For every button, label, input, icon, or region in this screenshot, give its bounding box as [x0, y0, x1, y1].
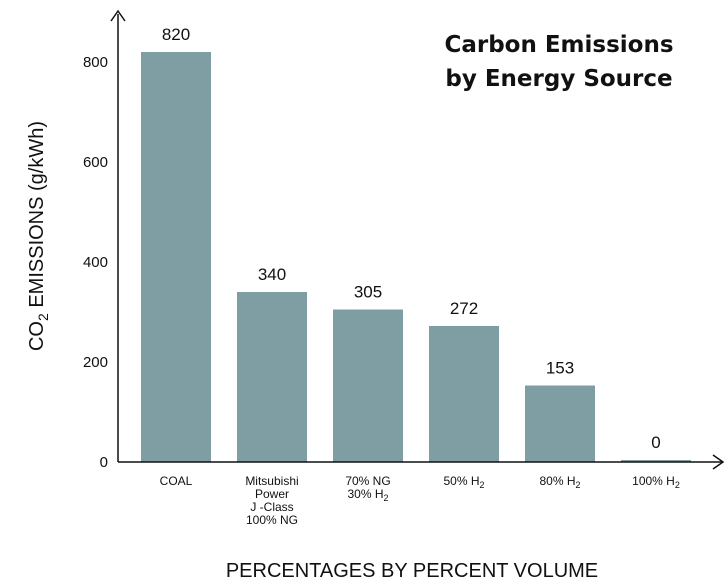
category-label: 80% H2 — [539, 474, 580, 490]
bar — [237, 292, 307, 462]
category-label: 100% H2 — [632, 474, 680, 490]
x-axis-title: PERCENTAGES BY PERCENT VOLUME — [226, 560, 598, 582]
category-label: Power — [255, 487, 289, 501]
y-tick-label: 0 — [100, 454, 108, 471]
bar-value-label: 272 — [450, 299, 478, 318]
bar — [141, 52, 211, 462]
bar-value-label: 0 — [651, 433, 660, 452]
y-tick-label: 200 — [83, 354, 108, 371]
y-axis-arrow — [110, 9, 126, 22]
bar — [429, 326, 499, 462]
bar-value-label: 820 — [162, 25, 190, 44]
y-axis-title: CO2 EMISSIONS (g/kWh) — [26, 121, 51, 351]
bar-value-label: 305 — [354, 283, 382, 302]
category-label: COAL — [160, 474, 193, 488]
bars-group — [141, 52, 691, 462]
category-label: 50% H2 — [443, 474, 484, 490]
category-label: 70% NG — [345, 474, 390, 488]
value-labels: 820 340 305 272 153 0 — [162, 25, 661, 452]
category-label: Mitsubishi — [245, 474, 298, 488]
bar-value-label: 340 — [258, 265, 286, 284]
bar — [333, 309, 403, 462]
category-label: 100% NG — [246, 513, 298, 527]
y-tick-labels: 0 200 400 600 800 — [83, 54, 108, 471]
bar — [525, 385, 595, 462]
bar — [621, 460, 691, 462]
y-tick-label: 800 — [83, 54, 108, 71]
category-label: 30% H2 — [347, 487, 388, 503]
y-tick-label: 400 — [83, 254, 108, 271]
x-axis-arrow — [712, 454, 725, 470]
chart-title-line-1: Carbon Emissions — [444, 32, 673, 58]
bar-value-label: 153 — [546, 359, 574, 378]
chart-title-line-2: by Energy Source — [445, 66, 672, 92]
category-label: J -Class — [250, 500, 293, 514]
y-tick-label: 600 — [83, 154, 108, 171]
axes-group — [110, 9, 725, 470]
